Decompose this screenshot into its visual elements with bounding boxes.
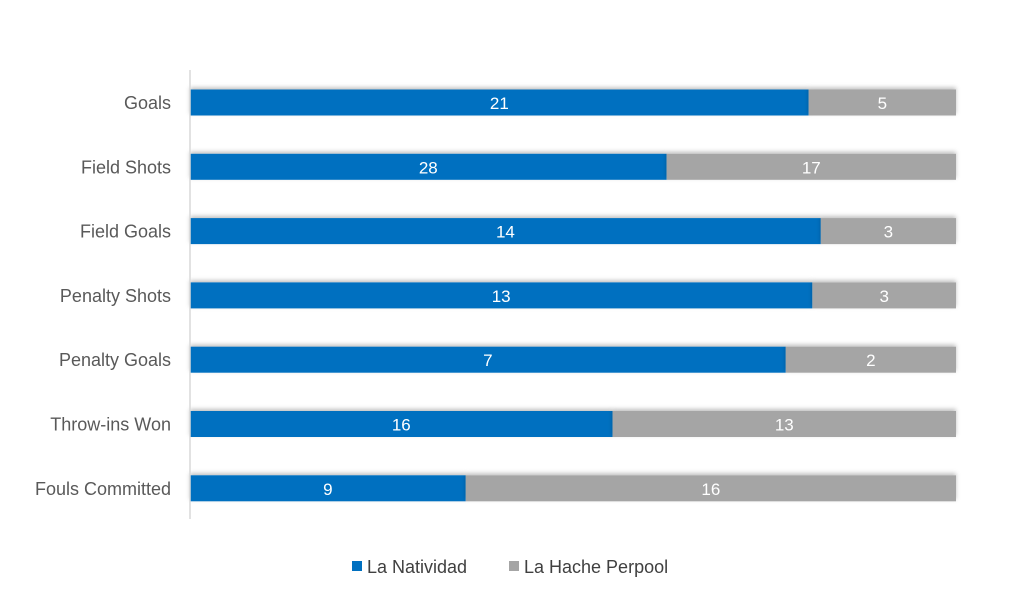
bar-0-2 bbox=[190, 218, 821, 245]
bar-1-1 bbox=[666, 153, 956, 180]
data-label: 13 bbox=[775, 416, 794, 435]
bars: 21 5 28 17 14 3 13 3 7 2 16 13 9 16 bbox=[190, 89, 956, 502]
data-label: 13 bbox=[492, 287, 511, 306]
legend-label: La Natividad bbox=[367, 557, 467, 577]
legend-label: La Hache Perpool bbox=[524, 557, 668, 577]
data-label: 16 bbox=[701, 480, 720, 499]
data-label: 7 bbox=[483, 351, 492, 370]
legend-swatch bbox=[509, 561, 519, 571]
bar-0-0 bbox=[190, 89, 809, 116]
bar-1-4 bbox=[785, 346, 956, 373]
legend: La Natividad La Hache Perpool bbox=[352, 557, 668, 577]
legend-swatch bbox=[352, 561, 362, 571]
data-label: 17 bbox=[802, 158, 821, 177]
data-label: 3 bbox=[879, 287, 888, 306]
data-label: 16 bbox=[392, 416, 411, 435]
data-label: 14 bbox=[496, 223, 515, 242]
category-label: Throw-ins Won bbox=[50, 415, 171, 435]
data-label: 3 bbox=[884, 223, 893, 242]
category-label: Penalty Goals bbox=[59, 350, 171, 370]
data-label: 28 bbox=[419, 158, 438, 177]
data-label: 21 bbox=[490, 94, 509, 113]
bar-0-6 bbox=[190, 475, 466, 502]
bar-0-1 bbox=[190, 153, 667, 180]
bar-1-3 bbox=[812, 282, 956, 309]
bar-1-0 bbox=[808, 89, 956, 116]
bar-1-5 bbox=[612, 411, 956, 437]
bar-0-5 bbox=[190, 411, 613, 437]
bar-0-4 bbox=[190, 346, 786, 373]
data-label: 2 bbox=[866, 351, 875, 370]
category-labels: Goals Field Shots Field Goals Penalty Shots… bbox=[35, 93, 171, 499]
bar-1-6 bbox=[465, 475, 956, 502]
data-label: 5 bbox=[878, 94, 887, 113]
category-label: Field Goals bbox=[80, 222, 171, 242]
category-label: Penalty Shots bbox=[60, 286, 171, 306]
bar-1-2 bbox=[820, 218, 956, 245]
category-label: Field Shots bbox=[81, 157, 171, 177]
data-label: 9 bbox=[323, 480, 332, 499]
bar-0-3 bbox=[190, 282, 813, 309]
category-label: Goals bbox=[124, 93, 171, 113]
category-label: Fouls Committed bbox=[35, 479, 171, 499]
